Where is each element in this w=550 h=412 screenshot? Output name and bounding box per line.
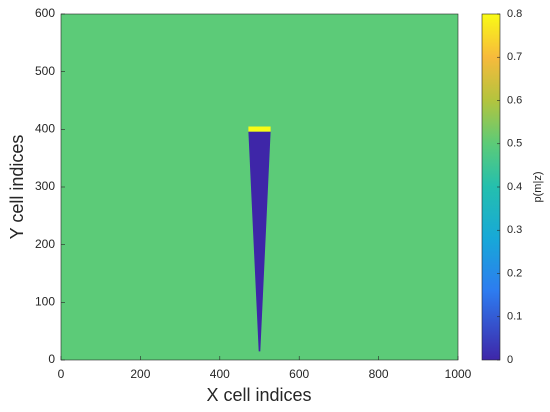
y-tick-label: 100 xyxy=(35,295,55,309)
x-tick-label: 200 xyxy=(130,367,150,381)
y-axis-label: Y cell indices xyxy=(7,135,27,240)
region xyxy=(248,131,271,352)
y-tick-label: 500 xyxy=(35,64,55,78)
colorbar-tick-label: 0.6 xyxy=(507,94,522,106)
y-tick-label: 300 xyxy=(35,179,55,193)
y-tick-label: 400 xyxy=(35,122,55,136)
x-axis-label: X cell indices xyxy=(206,385,311,405)
colorbar-label: p(m|z) xyxy=(532,172,544,203)
y-tick-label: 600 xyxy=(35,6,55,20)
region xyxy=(248,126,271,132)
x-tick-label: 0 xyxy=(58,367,65,381)
x-tick-label: 800 xyxy=(369,367,389,381)
colorbar-tick-label: 0.3 xyxy=(507,224,522,236)
y-tick-label: 0 xyxy=(48,352,55,366)
colorbar-tick-label: 0.1 xyxy=(507,311,522,323)
colorbar-tick-label: 0.8 xyxy=(507,8,522,20)
colorbar-tick-label: 0.5 xyxy=(507,138,522,150)
colorbar-tick-label: 0.2 xyxy=(507,267,522,279)
x-tick-label: 600 xyxy=(289,367,309,381)
y-tick-label: 200 xyxy=(35,237,55,251)
colorbar-tick-label: 0.7 xyxy=(507,51,522,63)
x-tick-label: 400 xyxy=(210,367,230,381)
colorbar-tick-label: 0.4 xyxy=(507,181,522,193)
colorbar-tick-label: 0 xyxy=(507,354,513,366)
x-tick-label: 1000 xyxy=(445,367,472,381)
